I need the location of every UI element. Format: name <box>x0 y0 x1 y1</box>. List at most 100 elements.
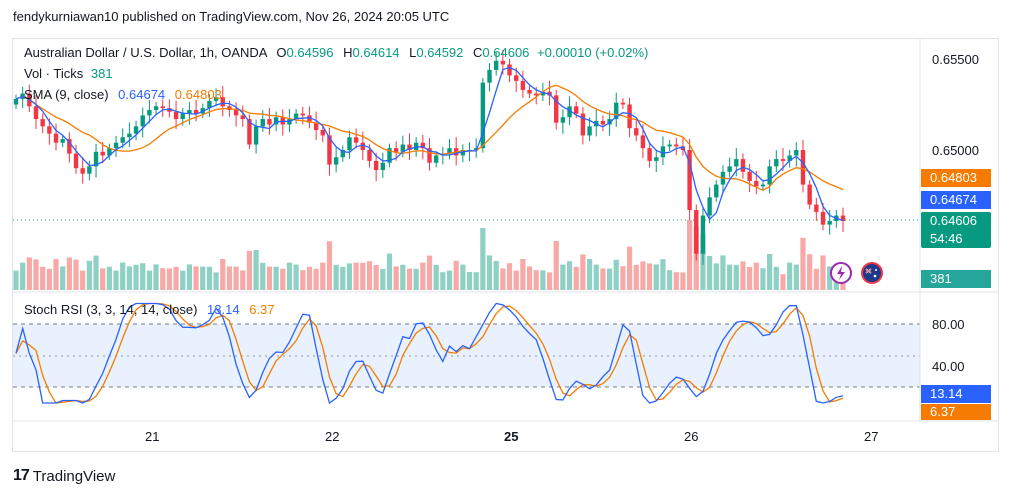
candle-body <box>634 128 639 136</box>
candle-body <box>307 115 312 123</box>
close-value: 0.64606 <box>482 45 530 60</box>
volume-label: Vol · Ticks <box>24 66 84 81</box>
volume-bar <box>740 261 746 290</box>
candle-body <box>747 171 752 181</box>
sma-fast-price-tag: 0.64674 <box>921 191 991 209</box>
volume-bar <box>566 261 573 290</box>
candle-body <box>220 97 225 107</box>
volume-bar <box>707 256 713 290</box>
volume-bar <box>646 263 653 290</box>
volume-bar <box>513 270 519 290</box>
volume-bar <box>493 261 499 290</box>
volume-bar <box>446 270 453 290</box>
candle-body <box>734 159 739 167</box>
volume-bar <box>626 246 633 290</box>
candle-body <box>360 142 366 150</box>
candle-body <box>233 109 239 116</box>
candle-body <box>60 139 65 143</box>
last-price-tag: 0.64606 <box>921 212 991 230</box>
candle-body <box>113 142 119 149</box>
volume-bar <box>687 220 693 290</box>
volume-bar <box>380 268 386 290</box>
open-label: O <box>276 45 287 60</box>
volume-bar <box>46 268 52 290</box>
volume-bar <box>586 259 593 290</box>
candle-body <box>267 119 272 125</box>
tradingview-logo[interactable]: 17 TradingView <box>13 467 115 485</box>
volume-bar <box>800 237 806 290</box>
volume-bars <box>13 220 846 290</box>
candle-body <box>740 159 746 172</box>
volume-bar <box>827 266 833 290</box>
volume-bar <box>73 259 79 290</box>
chart-frame[interactable] <box>12 38 999 452</box>
volume-bar <box>366 261 373 290</box>
volume-bar <box>400 264 406 290</box>
sma-legend[interactable]: SMA (9, close) 0.64674 0.64803 <box>24 87 222 102</box>
stoch-k-value: 13.14 <box>207 302 240 317</box>
australia-flag-event-icon[interactable] <box>861 262 883 284</box>
volume-bar <box>33 259 39 290</box>
stoch-label: Stoch RSI (3, 3, 14, 14, close) <box>24 302 198 317</box>
volume-bar <box>180 270 186 290</box>
candle-body <box>714 184 719 198</box>
candle-body <box>33 106 39 120</box>
volume-bar <box>360 262 366 290</box>
volume-bar <box>93 255 99 290</box>
sma-slow-price-tag: 0.64803 <box>921 169 991 187</box>
candle-body <box>400 144 406 152</box>
candle-body <box>260 119 265 127</box>
volume-bar <box>660 259 666 290</box>
candle-body <box>827 220 832 225</box>
candle-body <box>694 210 699 254</box>
volume-bar <box>226 266 233 290</box>
volume-bar <box>480 228 486 290</box>
stoch-d-tag: 6.37 <box>921 404 991 420</box>
candle-body <box>333 157 339 165</box>
volume-bar <box>193 266 199 290</box>
candle-body <box>580 113 586 136</box>
volume-bar <box>340 266 346 290</box>
candle-body <box>107 148 112 156</box>
volume-bar <box>600 268 606 290</box>
volume-bar <box>240 270 246 290</box>
volume-bar <box>787 262 793 290</box>
volume-bar <box>266 266 273 290</box>
volume-bar <box>666 270 673 290</box>
candle-body <box>173 111 179 120</box>
stoch-d-value: 6.37 <box>249 302 275 317</box>
time-label-25: 25 <box>504 429 518 444</box>
candle-body <box>393 148 399 152</box>
time-label-27: 27 <box>864 429 878 444</box>
volume-bar <box>393 266 399 290</box>
volume-legend[interactable]: Vol · Ticks 381 <box>24 66 113 81</box>
candle-body <box>727 166 732 172</box>
stoch-legend[interactable]: Stoch RSI (3, 3, 14, 14, close) 13.14 6.… <box>24 302 275 317</box>
volume-bar <box>26 257 32 290</box>
volume-bar <box>426 255 433 290</box>
volume-bar <box>813 268 819 290</box>
low-label: L <box>409 45 417 60</box>
stoch-tick-80: 80.00 <box>932 317 965 332</box>
volume-bar <box>500 268 506 290</box>
volume-bar <box>320 262 326 290</box>
sma-fast-value: 0.64674 <box>118 87 166 102</box>
volume-bar <box>606 268 613 290</box>
change-value: +0.00010 (+0.02%) <box>537 45 649 60</box>
candle-body <box>213 97 219 101</box>
candle-body <box>780 159 786 161</box>
volume-bar <box>60 266 66 290</box>
volume-bar <box>460 264 466 290</box>
high-value: 0.64614 <box>352 45 400 60</box>
stoch-k-line <box>15 302 844 405</box>
low-value: 0.64592 <box>416 45 464 60</box>
volume-value: 381 <box>90 66 113 81</box>
volume-bar <box>560 264 566 290</box>
candle-body <box>607 119 612 125</box>
candle-body <box>487 69 492 83</box>
lightning-event-icon[interactable] <box>830 262 852 284</box>
candle-body <box>480 82 486 149</box>
candle-body <box>534 93 539 96</box>
symbol-title[interactable]: Australian Dollar / U.S. Dollar, 1h, OAN… <box>24 45 267 60</box>
